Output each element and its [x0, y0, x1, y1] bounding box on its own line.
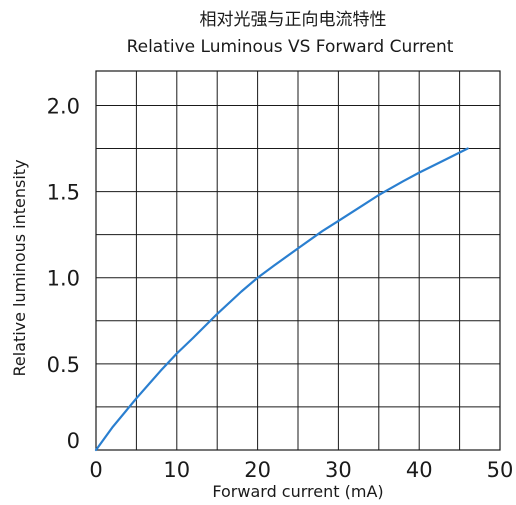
x-axis-label: Forward current (mA)	[212, 482, 383, 501]
y-tick-label: 2.0	[47, 94, 80, 118]
chart-title: 相对光强与正向电流特性	[200, 10, 387, 30]
chart-subtitle: Relative Luminous VS Forward Current	[127, 37, 454, 57]
y-tick-label: 0.5	[47, 353, 80, 377]
x-tick-label: 40	[406, 458, 433, 482]
y-tick-label: 1.0	[47, 267, 80, 291]
plot-frame	[95, 70, 501, 451]
x-tick-label: 0	[89, 458, 102, 482]
y-tick-label: 0	[67, 429, 80, 453]
x-tick-label: 30	[325, 458, 352, 482]
y-tick-labels: 0 0.5 1.0 1.5 2.0	[47, 94, 80, 453]
x-tick-label: 50	[487, 458, 514, 482]
x-tick-labels: 0 10 20 30 40 50	[89, 458, 513, 482]
y-tick-label: 1.5	[47, 181, 80, 205]
x-tick-label: 10	[163, 458, 190, 482]
series-line	[94, 147, 469, 452]
x-tick-label: 20	[244, 458, 271, 482]
series-group	[94, 147, 469, 452]
grid	[95, 71, 501, 451]
y-axis-label: Relative luminous intensity	[10, 159, 29, 376]
